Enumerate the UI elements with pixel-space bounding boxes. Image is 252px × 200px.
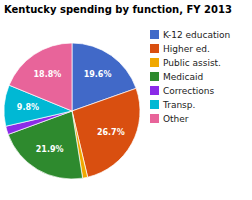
legend: K-12 education Higher ed. Public assist. Me… <box>150 30 230 124</box>
legend-item: K-12 education <box>150 30 230 40</box>
legend-swatch <box>150 30 159 39</box>
chart: Kentucky spending by function, FY 2013 19… <box>0 0 252 200</box>
legend-swatch <box>150 100 159 109</box>
legend-label: K-12 education <box>163 30 230 40</box>
legend-item: Other <box>150 114 189 124</box>
slice <box>72 88 140 177</box>
legend-item: Medicaid <box>150 72 203 82</box>
legend-item: Transp. <box>150 100 195 110</box>
legend-label: Medicaid <box>163 72 203 82</box>
legend-swatch <box>150 72 159 81</box>
legend-label: Public assist. <box>163 58 221 68</box>
legend-item: Public assist. <box>150 58 221 68</box>
legend-swatch <box>150 58 159 67</box>
legend-label: Other <box>163 114 189 124</box>
data-label: 18.8% <box>34 70 62 79</box>
title: Kentucky spending by function, FY 2013 <box>4 4 232 15</box>
legend-swatch <box>150 86 159 95</box>
pie <box>4 43 140 179</box>
legend-label: Higher ed. <box>163 44 210 54</box>
legend-label: Transp. <box>162 100 195 110</box>
slice <box>9 43 72 111</box>
data-label: 9.8% <box>17 103 39 112</box>
data-label: 26.7% <box>97 128 125 137</box>
legend-swatch <box>150 44 159 53</box>
legend-label: Corrections <box>163 86 215 96</box>
legend-item: Higher ed. <box>150 44 210 54</box>
legend-swatch <box>150 114 159 123</box>
data-label: 21.9% <box>36 145 64 154</box>
data-label: 19.6% <box>84 70 112 79</box>
data-labels: 19.6% 26.7% 21.9% 9.8% 18.8% <box>17 70 125 154</box>
legend-item: Corrections <box>150 86 215 96</box>
